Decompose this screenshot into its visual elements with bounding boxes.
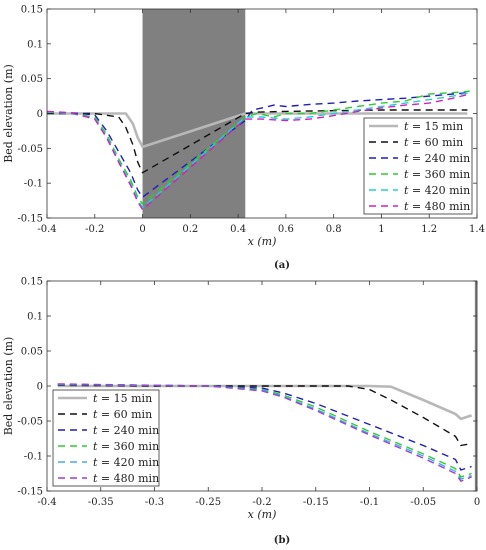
legend-label-5: t = 480 min (93, 472, 159, 485)
legend-var: t (93, 424, 98, 437)
x-tick-label: 0.2 (182, 224, 198, 235)
legend-var: t (404, 184, 409, 197)
legend-box (52, 389, 160, 487)
x-tick-label: -0.05 (410, 497, 436, 508)
x-axis-label: x (m) (248, 508, 277, 521)
legend-box (363, 117, 473, 215)
x-tick-label: -0.15 (303, 497, 329, 508)
shaded-region (142, 9, 246, 218)
series-line-2 (47, 91, 470, 198)
legend-text: = 240 min (97, 424, 159, 437)
y-tick-label: -0.05 (17, 144, 43, 155)
x-tick-label: -0.25 (195, 497, 221, 508)
legend-var: t (404, 136, 409, 149)
chart-panel-a: -0.4 -0.2 0 0.2 0.4 0.6 0.8 1 1.2 1.4 -0.15 -0.1 -0.… (2, 5, 485, 272)
legend-text: = 15 min (97, 392, 152, 405)
legend-label-1: t = 60 min (404, 136, 463, 149)
legend-label-4: t = 420 min (93, 456, 159, 469)
legend-label-0: t = 15 min (93, 392, 152, 405)
series-group (47, 90, 470, 211)
series-group (57, 383, 473, 482)
series-line-4 (47, 91, 470, 209)
panel-caption: (a) (274, 260, 290, 271)
series-line-5 (57, 383, 472, 482)
legend-text: = 60 min (97, 408, 152, 421)
legend-var: t (404, 200, 409, 213)
legend-var: t (93, 440, 98, 453)
x-axis-label: x (m) (248, 235, 277, 248)
x-tick-label: 1.4 (469, 224, 485, 235)
y-tick-label: 0 (37, 109, 43, 120)
y-tick-label: 0 (37, 382, 43, 393)
x-tick-label: 0.4 (230, 224, 246, 235)
legend-text: = 240 min (408, 152, 470, 165)
legend-text: = 420 min (97, 456, 159, 469)
legend-label-0: t = 15 min (404, 120, 463, 133)
x-tick-label: -0.2 (85, 224, 104, 235)
legend-label-5: t = 480 min (404, 200, 470, 213)
legend-var: t (93, 392, 98, 405)
x-tick-label: -0.1 (360, 497, 379, 508)
legend-label-3: t = 360 min (93, 440, 159, 453)
x-tick-label: 0.8 (326, 224, 342, 235)
x-tick-label: -0.4 (37, 224, 56, 235)
y-tick-label: 0.1 (27, 312, 43, 323)
y-tick-label: -0.05 (17, 417, 43, 428)
legend-text: = 360 min (97, 440, 159, 453)
y-tick-label: -0.15 (17, 487, 43, 498)
series-line-3 (47, 90, 470, 205)
y-tick-label: 0.1 (27, 39, 43, 50)
legend-text: = 15 min (408, 120, 463, 133)
y-tick-label: 0.05 (21, 74, 43, 85)
legend-text: = 480 min (408, 200, 470, 213)
legend-text: = 420 min (408, 184, 470, 197)
legend-var: t (93, 472, 98, 485)
x-tick-label: 1 (378, 224, 384, 235)
chart-panel-b: -0.4 -0.35 -0.3 -0.25 -0.2 -0.15 -0.1 -0.05 0 -0.… (2, 277, 480, 547)
panel-caption: (b) (274, 535, 290, 546)
x-tick-label: 1.2 (421, 224, 437, 235)
legend-var: t (404, 152, 409, 165)
legend-label-3: t = 360 min (404, 168, 470, 181)
y-axis-label: Bed elevation (m) (2, 64, 15, 163)
x-tick-label: -0.2 (252, 497, 271, 508)
legend-var: t (404, 168, 409, 181)
y-tick-label: 0.15 (21, 277, 43, 288)
legend-label-4: t = 420 min (404, 184, 470, 197)
legend-label-1: t = 60 min (93, 408, 152, 421)
x-tick-label: 0 (474, 497, 480, 508)
x-tick-label: -0.35 (88, 497, 114, 508)
x-tick-label: 0 (139, 224, 145, 235)
y-tick-label: -0.1 (24, 452, 43, 463)
legend-label-2: t = 240 min (404, 152, 470, 165)
y-tick-label: -0.15 (17, 214, 43, 225)
y-tick-label: 0.05 (21, 347, 43, 358)
series-line-1 (47, 109, 468, 174)
legend-var: t (93, 456, 98, 469)
y-tick-label: -0.1 (24, 179, 43, 190)
legend-label-2: t = 240 min (93, 424, 159, 437)
x-tick-label: -0.3 (145, 497, 164, 508)
y-tick-label: 0.15 (21, 5, 43, 16)
legend-text: = 60 min (408, 136, 463, 149)
legend-text: = 480 min (97, 472, 159, 485)
series-line-5 (47, 93, 470, 211)
legend-text: = 360 min (408, 168, 470, 181)
legend-var: t (404, 120, 409, 133)
x-tick-label: -0.4 (37, 497, 56, 508)
legend-var: t (93, 408, 98, 421)
x-tick-label: 0.6 (278, 224, 294, 235)
y-axis-label: Bed elevation (m) (2, 337, 15, 436)
